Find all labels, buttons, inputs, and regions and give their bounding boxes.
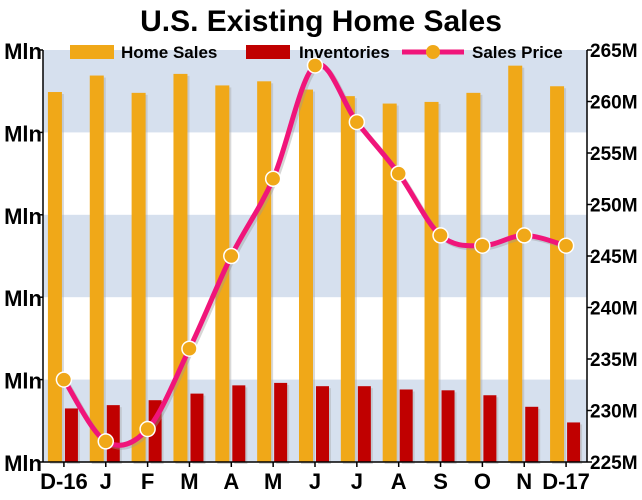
inventories-bar [106, 405, 120, 462]
inventories-bar [64, 408, 78, 462]
left-tick-label: Mln [4, 204, 42, 229]
home-sales-bar [173, 73, 188, 463]
right-tick-label: 230M [590, 402, 638, 423]
x-tick-label: J [100, 469, 112, 494]
inventories-bar [357, 386, 371, 462]
sales-price-point [432, 227, 449, 244]
right-tick-label: 235M [590, 350, 638, 371]
legend: Home Sales Inventories Sales Price [70, 43, 563, 62]
legend-item: Inventories [246, 43, 390, 62]
x-tick-label: M [180, 469, 198, 494]
sales-price-line-layer [55, 57, 575, 450]
sales-price-point [557, 237, 575, 254]
x-tick-label: O [474, 469, 491, 494]
inventories-bar [483, 395, 497, 462]
home-sales-bar [382, 103, 397, 462]
home-sales-bar [299, 89, 313, 462]
inventories-bar [232, 385, 246, 462]
sales-price-point [181, 340, 198, 357]
x-tick-label: D-17 [542, 469, 590, 494]
home-sales-bar [257, 81, 272, 462]
legend-label: Home Sales [121, 43, 217, 62]
right-tick-label: 260M [590, 93, 638, 114]
x-tick-label: F [141, 469, 154, 494]
x-tick-label: J [309, 469, 321, 494]
right-tick-label: 240M [590, 299, 638, 320]
home-sales-bar [466, 92, 481, 463]
axes-layer: Mln Mln Mln Mln Mln Mln 225M 230M 235M 240M 245M 25… [4, 39, 637, 494]
x-tick-label: D-16 [40, 469, 88, 494]
home-sales-bar [550, 86, 565, 463]
left-tick-label: Mln [4, 451, 42, 476]
legend-label: Inventories [299, 43, 390, 62]
x-tick-label: S [433, 469, 448, 494]
legend-swatch [246, 45, 290, 59]
chart-title: U.S. Existing Home Sales [140, 5, 502, 38]
inventories-bar [567, 422, 581, 462]
legend-marker [426, 45, 440, 59]
home-sales-bar [47, 92, 62, 463]
sales-price-point [264, 170, 282, 187]
right-tick-label: 265M [590, 41, 638, 62]
inventories-bar [190, 393, 204, 462]
home-sales-bar [89, 75, 104, 462]
sales-price-point [390, 165, 407, 182]
left-tick-label: Mln [4, 121, 42, 146]
home-sales-bar [340, 96, 355, 463]
inventories-bar [399, 389, 413, 462]
right-tick-label: 250M [590, 196, 638, 217]
left-tick-label: Mln [4, 286, 42, 311]
sales-price-point [97, 433, 115, 450]
right-tick-label: 225M [590, 453, 638, 474]
inventories-bar [274, 382, 288, 462]
x-tick-label: N [516, 469, 532, 494]
x-tick-label: A [391, 469, 407, 494]
inventories-bar [316, 386, 329, 462]
legend-item: Home Sales [70, 43, 217, 62]
home-sales-bar [508, 65, 523, 462]
legend-item: Sales Price [402, 43, 563, 62]
legend-swatch [70, 45, 114, 59]
home-sales-bar [424, 101, 439, 463]
sales-price-point [55, 371, 73, 388]
left-tick-label: Mln [4, 39, 42, 64]
sales-price-point [139, 420, 156, 438]
sales-price-point [223, 247, 240, 265]
right-tick-label: 255M [590, 144, 638, 165]
x-tick-label: M [264, 469, 282, 494]
inventories-bar [525, 406, 539, 462]
right-tick-label: 245M [590, 247, 638, 268]
inventories-bar [441, 390, 455, 462]
sales-price-point [306, 57, 324, 74]
sales-price-point [474, 237, 491, 254]
legend-label: Sales Price [472, 43, 563, 62]
sales-price-point [348, 113, 366, 131]
home-sales-bar [131, 92, 146, 463]
x-tick-label: A [223, 469, 239, 494]
x-tick-label: J [351, 469, 363, 494]
sales-price-point [515, 227, 533, 244]
left-tick-label: Mln [4, 369, 42, 394]
